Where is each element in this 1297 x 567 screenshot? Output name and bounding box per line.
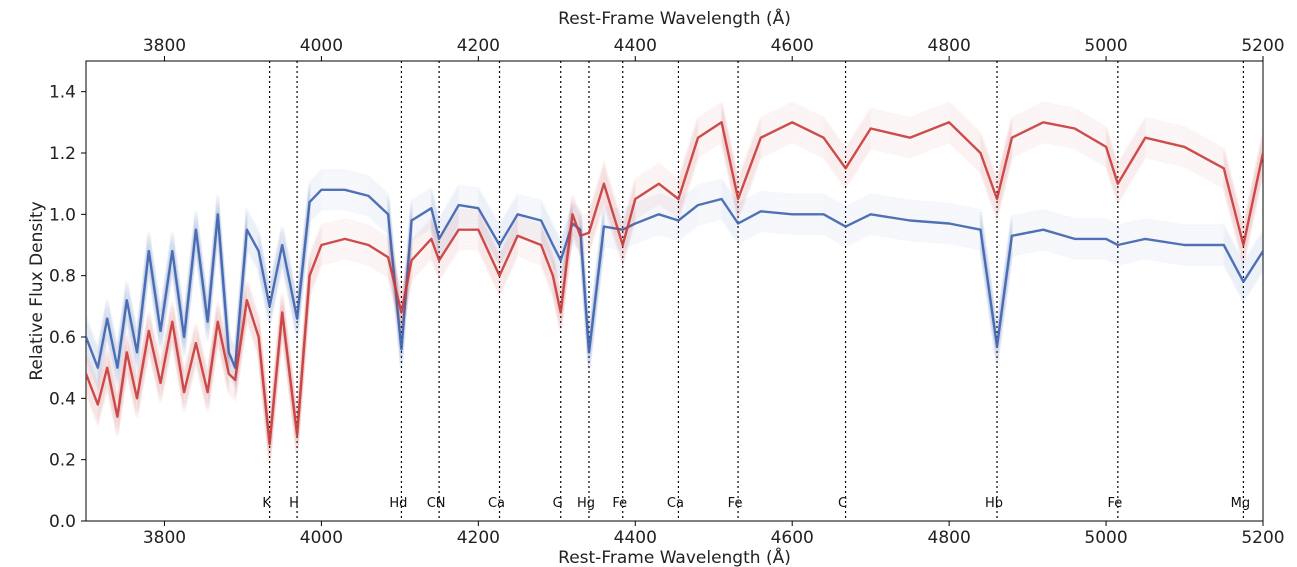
y-tick-label-4: 0.8	[49, 267, 76, 287]
x-tick-label-top-7: 5200	[1241, 36, 1284, 56]
spectral-line-label-10: C	[838, 496, 847, 511]
x-tick-label-top-6: 5000	[1084, 36, 1127, 56]
series-1	[86, 100, 1263, 464]
x-tick-label-bottom-4: 4600	[771, 528, 814, 548]
spectral-line-label-9: Fe	[728, 496, 743, 511]
spectral-line-label-4: Ca	[488, 496, 505, 511]
spectral-line-label-12: Fe	[1107, 496, 1122, 511]
x-tick-label-top-2: 4200	[457, 36, 500, 56]
y-tick-label-5: 1.0	[49, 205, 76, 225]
x-tick-label-top-3: 4400	[614, 36, 657, 56]
series-0-band-9	[86, 197, 1263, 383]
series-layer	[86, 100, 1263, 464]
series-0-band-11	[86, 204, 1263, 390]
y-tick-label-3: 0.6	[49, 328, 76, 348]
y-tick-label-1: 0.2	[49, 451, 76, 471]
spectral-line-label-2: Hd	[389, 496, 407, 511]
x-tick-label-top-4: 4600	[771, 36, 814, 56]
spectral-line-label-0: K	[262, 496, 271, 511]
series-1-band-4	[86, 113, 1263, 439]
series-0-line	[86, 188, 1263, 369]
y-tick-label-7: 1.4	[49, 83, 76, 103]
series-0-band-3	[86, 178, 1263, 364]
spectral-line-markers	[269, 61, 1244, 521]
x-tick-label-bottom-5: 4800	[928, 528, 971, 548]
series-1-band-1	[86, 103, 1263, 429]
series-1-band-0	[86, 100, 1263, 426]
spectral-line-label-1: H	[289, 496, 299, 511]
x-tick-label-top-5: 4800	[928, 36, 971, 56]
x-tick-label-bottom-3: 4400	[614, 528, 657, 548]
series-1-band-2	[86, 107, 1263, 432]
axis-ticks: 3800 3800 4000 4000 4200 4200 4400 4400 4600 4600…	[49, 36, 1285, 548]
y-axis-title: Relative Flux Density	[27, 201, 47, 380]
series-0-band-1	[86, 172, 1263, 358]
spectral-line-label-5: G	[553, 496, 563, 511]
spectral-line-label-7: Fe	[612, 496, 627, 511]
spectral-line-label-6: Hg	[577, 496, 595, 511]
series-1-band-10	[86, 132, 1263, 458]
y-tick-label-2: 0.4	[49, 389, 76, 409]
spectral-line-label-8: Ca	[667, 496, 684, 511]
spectral-line-label-3: CN	[427, 496, 446, 511]
series-1-band-3	[86, 110, 1263, 435]
x-tick-label-top-0: 3800	[143, 36, 186, 56]
series-0-band-0	[86, 169, 1263, 354]
series-1-band-11	[86, 135, 1263, 461]
series-1-band-9	[86, 129, 1263, 455]
series-1-band-12	[86, 139, 1263, 464]
plot-frame	[85, 60, 1264, 522]
spectral-line-labels: K H Hd CN Ca G Hg Fe Ca Fe C Hb Fe Mg	[262, 496, 1250, 511]
x-tick-label-bottom-1: 4000	[300, 528, 343, 548]
x-tick-label-bottom-0: 3800	[143, 528, 186, 548]
spectral-line-label-11: Hb	[985, 496, 1003, 511]
x-axis-title: Rest-Frame Wavelength (Å)	[558, 546, 791, 567]
series-0-band-12	[86, 207, 1263, 393]
x-tick-label-top-1: 4000	[300, 36, 343, 56]
x-tick-label-bottom-6: 5000	[1084, 528, 1127, 548]
series-0-band-10	[86, 201, 1263, 386]
series-0	[86, 169, 1263, 393]
x-tick-label-bottom-2: 4200	[457, 528, 500, 548]
x-tick-label-bottom-7: 5200	[1241, 528, 1284, 548]
series-1-band-8	[86, 126, 1263, 451]
series-0-band-2	[86, 175, 1263, 361]
series-1-line	[86, 121, 1263, 446]
x-axis-title-top: Rest-Frame Wavelength (Å)	[558, 7, 791, 29]
spectral-line-label-13: Mg	[1231, 496, 1250, 511]
y-tick-label-0: 0.0	[49, 512, 76, 532]
y-tick-label-6: 1.2	[49, 144, 76, 164]
